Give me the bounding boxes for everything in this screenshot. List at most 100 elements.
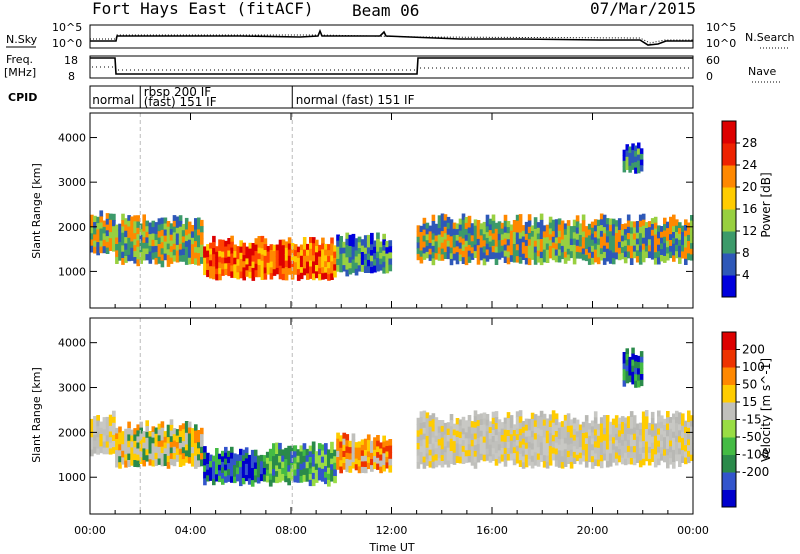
echo-cell: [551, 441, 556, 449]
echo-cell: [455, 229, 460, 236]
echo-cell: [145, 443, 149, 450]
echo-cell: [545, 424, 550, 432]
velocity-echo-regions: [90, 347, 694, 487]
echo-cell: [172, 459, 177, 467]
echo-cell: [666, 448, 670, 456]
echo-cell: [363, 235, 368, 242]
echo-cell: [527, 214, 532, 222]
echo-cell: [148, 453, 153, 460]
echo-cell: [227, 256, 231, 264]
echo-cell: [121, 437, 125, 445]
echo-cell: [440, 449, 445, 456]
echo-cell: [115, 461, 119, 468]
echo-cell: [209, 266, 213, 273]
echo-cell: [494, 429, 499, 436]
echo-cell: [626, 457, 631, 465]
echo-cell: [485, 243, 490, 251]
echo-cell: [641, 231, 646, 239]
echo-cell: [449, 420, 454, 427]
echo-cell: [253, 468, 258, 476]
echo-region: [416, 213, 694, 266]
echo-cell: [497, 221, 502, 229]
echo-cell: [666, 411, 670, 418]
echo-cell: [443, 422, 448, 430]
echo-cell: [563, 437, 568, 445]
echo-cell: [690, 454, 694, 461]
echo-cell: [157, 218, 162, 226]
echo-cell: [464, 258, 469, 266]
echo-cell: [684, 219, 688, 226]
echo-cell: [105, 435, 110, 442]
echo-cell: [163, 454, 168, 461]
echo-cell: [357, 253, 362, 261]
x-axis: 00:00 04:00 08:00 12:00 16:00 20:00 00:00: [74, 113, 709, 537]
echo-cell: [434, 423, 439, 431]
echo-cell: [539, 442, 544, 450]
echo-cell: [690, 420, 694, 428]
echo-cell: [388, 445, 393, 453]
echo-cell: [139, 451, 143, 459]
echo-cell: [681, 419, 685, 427]
echo-cell: [575, 437, 580, 444]
radar-title: Fort Hays East (fitACF): [92, 0, 314, 18]
echo-cell: [425, 251, 430, 259]
noise-panel-frame: [89, 24, 694, 49]
echo-cell: [360, 264, 365, 272]
echo-cell: [434, 235, 439, 242]
x-tick-label: 16:00: [476, 524, 508, 537]
echo-cell: [419, 244, 424, 252]
echo-cell: [657, 416, 661, 424]
echo-cell: [479, 448, 484, 455]
velocity-gridlines: [139, 318, 293, 514]
echo-cell: [221, 245, 225, 253]
echo-cell: [181, 230, 186, 237]
echo-cell: [360, 455, 365, 462]
echo-cell: [548, 240, 553, 247]
echo-cell: [437, 234, 442, 242]
echo-cell: [266, 268, 271, 275]
echo-cell: [690, 415, 694, 422]
echo-cell: [366, 462, 371, 470]
echo-cell: [626, 428, 631, 435]
echo-cell: [327, 467, 331, 475]
echo-cell: [431, 461, 436, 469]
echo-cell: [96, 431, 100, 438]
echo-cell: [212, 254, 216, 261]
echo-cell: [416, 430, 421, 438]
echo-cell: [172, 440, 177, 448]
echo-cell: [482, 412, 487, 420]
echo-cell: [136, 448, 140, 456]
echo-cell: [482, 442, 487, 450]
echo-cell: [306, 267, 310, 274]
echo-cell: [431, 239, 436, 247]
echo-cell: [518, 435, 523, 442]
echo-cell: [172, 226, 177, 233]
echo-cell: [317, 473, 322, 481]
echo-cell: [209, 248, 213, 256]
echo-cell: [476, 450, 481, 457]
echo-cell: [631, 347, 635, 355]
echo-cell: [187, 245, 192, 253]
echo-cell: [308, 474, 313, 481]
echo-cell: [197, 448, 201, 455]
echo-cell: [178, 232, 183, 239]
echo-cell: [446, 240, 451, 248]
echo-cell: [605, 230, 610, 237]
echo-cell: [416, 449, 421, 457]
echo-cell: [385, 462, 390, 469]
echo-cell: [669, 251, 673, 259]
echo-cell: [224, 240, 228, 247]
echo-cell: [366, 440, 371, 447]
echo-cell: [491, 454, 496, 461]
echo-cell: [330, 249, 334, 256]
echo-cell: [169, 447, 174, 454]
echo-cell: [348, 246, 353, 253]
echo-cell: [388, 246, 393, 253]
echo-cell: [479, 413, 484, 420]
echo-cell: [590, 432, 595, 439]
echo-cell: [428, 237, 433, 244]
echo-cell: [506, 257, 511, 265]
echo-cell: [145, 220, 149, 227]
echo-cell: [536, 440, 541, 448]
echo-cell: [644, 447, 649, 455]
